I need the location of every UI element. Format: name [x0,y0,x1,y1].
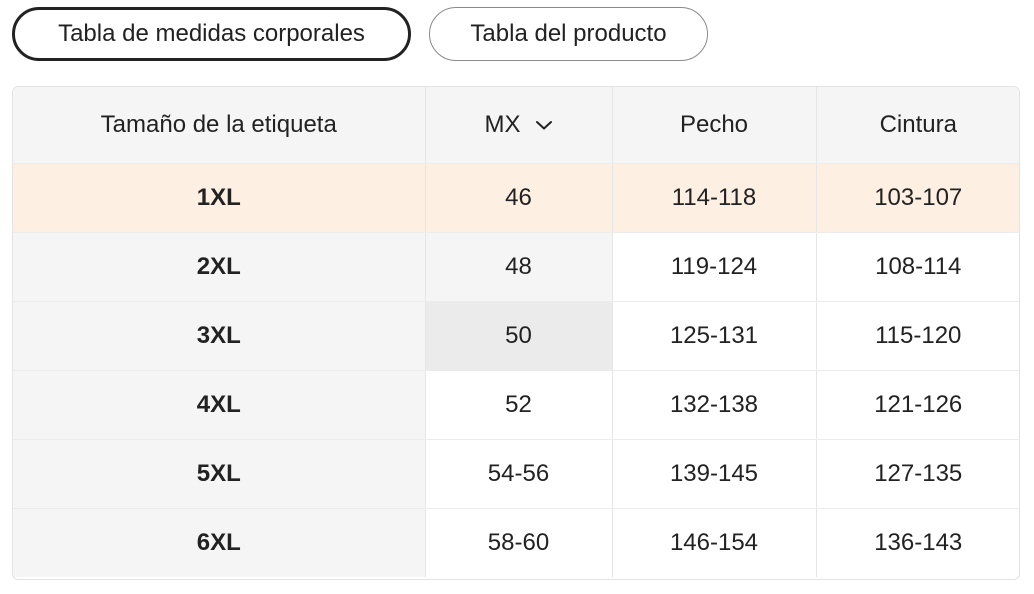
cell-mx: 54-56 [425,439,613,509]
cell-waist: 115-120 [816,301,1019,371]
chevron-down-icon [535,120,552,130]
cell-waist: 136-143 [874,528,963,556]
size-chart-tabs: Tabla de medidas corporales Tabla del pr… [12,7,708,61]
cell-mx: 46 [425,163,613,233]
cell-mx: 48 [425,232,613,302]
cell-mx: 52 [425,370,613,440]
cell-chest: 139-145 [612,439,817,509]
cell-size: 4XL [13,370,426,440]
cell-waist: 103-107 [816,163,1019,233]
cell-waist: 108-114 [816,232,1019,302]
tab-product-measurements[interactable]: Tabla del producto [429,7,708,61]
cell-size: 1XL [13,163,426,233]
cell-size: 2XL [13,232,426,302]
table-row[interactable]: 4XL 52 132-138 121-126 [13,370,1019,440]
table-row[interactable]: 1XL 46 114-118 103-107 [13,163,1019,233]
region-selector-label: MX [484,110,521,138]
table-row[interactable]: 2XL 48 119-124 108-114 [13,232,1019,302]
tab-body-measurements[interactable]: Tabla de medidas corporales [12,7,411,61]
table-row[interactable]: 6XL 58-60 146-154 136-143 [13,508,1019,577]
table-row[interactable]: 5XL 54-56 139-145 127-135 [13,439,1019,509]
cell-waist: 121-126 [816,370,1019,440]
cell-size: 6XL [13,508,426,577]
cell-waist: 127-135 [816,439,1019,509]
cell-chest: 132-138 [612,370,817,440]
cell-mx: 58-60 [425,508,613,577]
cell-chest: 125-131 [612,301,817,371]
size-table: Tamaño de la etiqueta MX Pecho Cintura 1… [12,86,1020,580]
cell-chest: 146-154 [612,508,817,577]
cell-chest: 114-118 [612,163,817,233]
cell-size: 5XL [13,439,426,509]
header-chest: Pecho [612,87,817,164]
table-header-row: Tamaño de la etiqueta MX Pecho Cintura [13,87,1019,164]
cell-size: 3XL [13,301,426,371]
cell-chest: 119-124 [612,232,817,302]
header-label-size: Tamaño de la etiqueta [13,87,426,164]
table-row[interactable]: 3XL 50 125-131 115-120 [13,301,1019,371]
header-region-dropdown[interactable]: MX [425,87,613,164]
cell-mx: 50 [425,301,613,371]
region-selector[interactable]: MX [485,111,553,139]
header-waist: Cintura [816,87,1019,164]
